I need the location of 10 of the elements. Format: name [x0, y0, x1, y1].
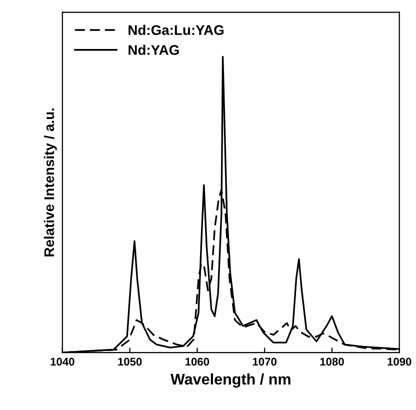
- x-tick-label: 1090: [388, 358, 412, 366]
- x-tick-label: 1070: [252, 358, 276, 366]
- x-tick-label: 1040: [50, 358, 74, 366]
- legend-label: Nd:Ga:Lu:YAG: [128, 24, 224, 35]
- x-tick-label: 1050: [118, 358, 142, 366]
- y-axis-title: Relative Intensity / a.u.: [44, 108, 57, 256]
- x-axis-title: Wavelength / nm: [170, 373, 290, 388]
- legend-label: Nd:YAG: [128, 44, 179, 55]
- x-tick-label: 1080: [320, 358, 344, 366]
- x-tick-label: 1060: [186, 358, 210, 366]
